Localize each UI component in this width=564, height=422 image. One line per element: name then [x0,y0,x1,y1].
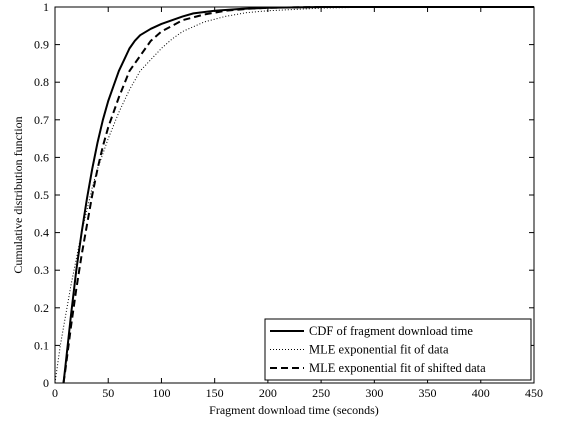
x-tick-label: 50 [102,386,114,400]
legend-label: CDF of fragment download time [309,324,473,338]
x-tick-label: 0 [52,386,58,400]
x-tick-label: 350 [419,386,437,400]
x-tick-label: 300 [365,386,383,400]
x-axis-label: Fragment download time (seconds) [209,403,379,417]
y-tick-label: 0.4 [34,226,49,240]
ticks-layer: 0 50 100 150 200 250 300 350 400 450 0 0.1 0.2 0.3 0.4… [34,0,543,400]
y-tick-label: 0.1 [34,338,49,352]
x-tick-label: 200 [259,386,277,400]
series-layer [54,6,534,384]
x-tick-label: 150 [206,386,224,400]
y-tick-label: 0.3 [34,263,49,277]
legend: CDF of fragment download time MLE exponen… [264,318,532,381]
x-tick-label: 100 [152,386,170,400]
legend-label: MLE exponential fit of data [309,343,449,357]
x-tick-label: 400 [472,386,490,400]
plot-frame [54,6,535,384]
legend-label: MLE exponential fit of shifted data [309,361,486,375]
y-tick-label: 0.7 [34,113,49,127]
y-tick-label: 1 [43,0,49,14]
series-line-solid [62,6,534,384]
legend-box [264,318,532,381]
y-tick-label: 0.2 [34,301,49,315]
y-tick-label: 0.5 [34,188,49,202]
y-tick-label: 0.6 [34,150,49,164]
x-tick-label: 250 [312,386,330,400]
series-line-dashed [62,6,534,384]
x-tick-label: 450 [525,386,543,400]
y-tick-label: 0.9 [34,38,49,52]
legend-entries: CDF of fragment download time MLE exponen… [270,324,486,375]
series-line-dotted [54,6,534,384]
y-tick-label: 0.8 [34,75,49,89]
y-tick-label: 0 [43,376,49,390]
y-axis-label: Cumulative distribution function [11,116,25,273]
